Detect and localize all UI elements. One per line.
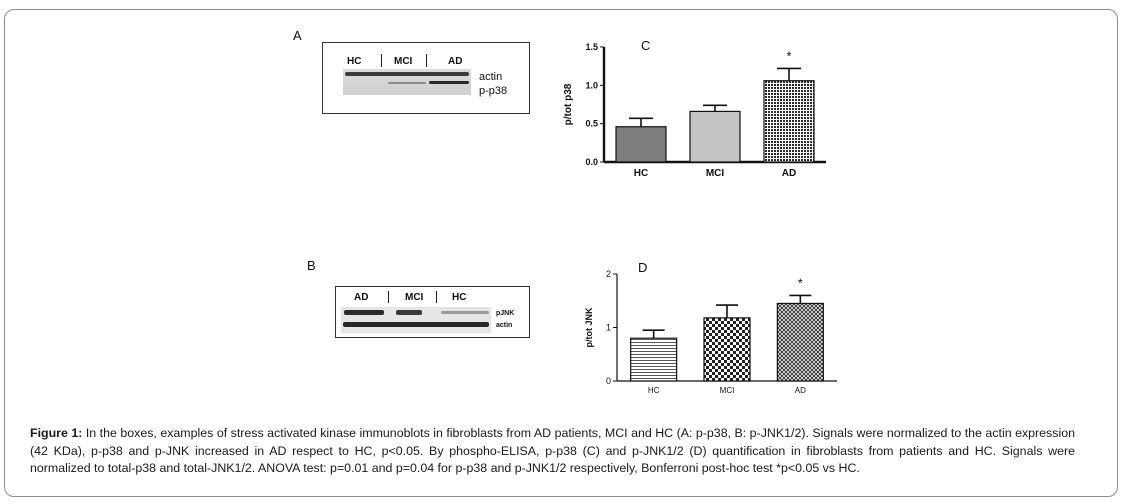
blot-b-actin-band <box>343 322 489 327</box>
significance-marker: * <box>798 275 803 290</box>
x-tick-label: HC <box>634 168 648 179</box>
blot-b-band-label-actin: actin <box>496 322 513 329</box>
caption-label: Figure 1: <box>30 426 83 441</box>
blot-b-lane-3: HC <box>452 292 467 303</box>
blot-a: HC MCI AD actin p-p38 <box>322 42 530 114</box>
figure-frame <box>4 9 1118 497</box>
panel-letter: C <box>641 38 650 53</box>
blot-b-separator <box>436 291 437 303</box>
panel-b-letter: B <box>307 258 316 273</box>
x-tick-label: MCI <box>706 168 725 179</box>
blot-b: AD MCI HC pJNK actin <box>335 286 530 338</box>
bar <box>776 302 824 382</box>
x-tick-label: AD <box>795 386 806 395</box>
blot-a-separator <box>426 54 427 67</box>
y-tick-label: 0.5 <box>585 119 598 129</box>
bar <box>763 80 815 163</box>
figure-caption: Figure 1: In the boxes, examples of stre… <box>30 425 1075 477</box>
y-tick-label: 2 <box>606 269 611 279</box>
y-tick-label: 1.0 <box>585 80 598 90</box>
y-axis-label: p/tot JNK <box>584 307 594 347</box>
x-tick-label: MCI <box>720 386 735 395</box>
blot-b-separator <box>388 291 389 303</box>
bar <box>689 110 741 163</box>
blot-a-pp38-band <box>429 81 469 84</box>
blot-a-lane-1: HC <box>347 56 362 67</box>
y-tick-label: 1.5 <box>585 42 598 52</box>
blot-b-lane-1: AD <box>354 292 369 303</box>
blot-a-pp38-band <box>388 82 426 84</box>
bar <box>703 317 751 382</box>
blot-b-lane-2: MCI <box>405 292 424 303</box>
panel-letter: D <box>638 260 647 275</box>
bar <box>615 126 667 163</box>
blot-b-membrane <box>341 307 491 333</box>
blot-a-actin-band <box>345 72 469 76</box>
bar <box>630 337 678 382</box>
blot-a-band-label-actin: actin <box>479 71 503 83</box>
chart-d: 0 1 2 p/tot JNK D HC MCI AD * <box>584 260 837 395</box>
y-axis-label: p/tot p38 <box>563 83 574 125</box>
y-tick-label: 0 <box>606 376 611 386</box>
x-tick-label: HC <box>648 386 660 395</box>
x-tick-label: AD <box>782 168 796 179</box>
blot-b-pjnk-band <box>344 310 384 315</box>
blot-a-separator <box>381 54 382 67</box>
blot-b-pjnk-band <box>396 310 422 315</box>
blot-a-lane-3: AD <box>448 56 463 67</box>
blot-a-membrane <box>343 69 471 95</box>
blot-a-lane-2: MCI <box>394 56 413 67</box>
blot-a-band-label-pp38: p-p38 <box>479 85 508 97</box>
significance-marker: * <box>786 48 791 63</box>
blot-b-pjnk-band <box>441 311 489 314</box>
panel-a-letter: A <box>293 28 302 43</box>
chart-c: 0.0 0.5 1.0 1.5 p/tot p38 C HC MCI AD * <box>563 38 826 179</box>
y-tick-label: 0.0 <box>585 157 598 167</box>
y-tick-label: 1 <box>606 323 611 333</box>
caption-text: In the boxes, examples of stress activat… <box>30 426 1075 476</box>
blot-b-band-label-pjnk: pJNK <box>496 310 515 317</box>
